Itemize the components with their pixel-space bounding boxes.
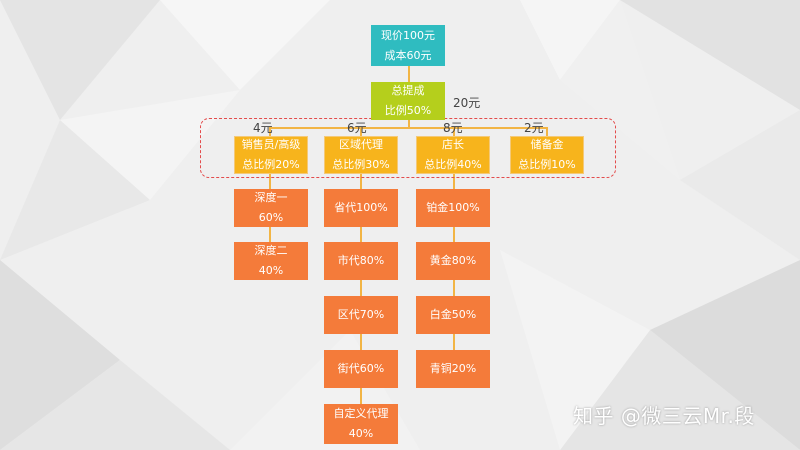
reserve-fund-ratio: 总比例10% xyxy=(518,158,576,171)
street-agent-box: 街代60% xyxy=(324,350,398,388)
connector-to-sales xyxy=(269,127,271,136)
connector-agent-column xyxy=(360,174,362,406)
connector-to-reserve xyxy=(546,127,548,136)
cost-text: 成本60元 xyxy=(384,48,432,62)
district-agent-label: 区代70% xyxy=(337,308,385,321)
sales-amount-label: 4元 xyxy=(253,121,273,135)
gold-level-box: 黄金80% xyxy=(416,242,490,280)
custom-agent-box: 自定义代理 40% xyxy=(324,404,398,444)
connector-to-manager xyxy=(453,127,455,136)
total-commission-box: 总提成 比例50% xyxy=(371,82,445,120)
street-agent-label: 街代60% xyxy=(337,362,385,375)
manager-amount-label: 8元 xyxy=(443,121,463,135)
regional-agent-box: 区域代理 总比例30% xyxy=(324,136,398,174)
white-gold-box: 白金50% xyxy=(416,296,490,334)
bronze-label: 青铜20% xyxy=(429,362,477,375)
store-manager-ratio: 总比例40% xyxy=(424,158,482,171)
city-agent-label: 市代80% xyxy=(337,254,385,267)
depth-two-ratio: 40% xyxy=(258,264,284,277)
province-agent-box: 省代100% xyxy=(324,189,398,227)
gold-level-label: 黄金80% xyxy=(429,254,477,267)
watermark-text: 知乎 @微三云Mr.段 xyxy=(573,404,755,428)
depth-one-box: 深度一 60% xyxy=(234,189,308,227)
regional-agent-ratio: 总比例30% xyxy=(332,158,390,171)
platinum-label: 铂金100% xyxy=(426,201,480,214)
district-agent-box: 区代70% xyxy=(324,296,398,334)
custom-agent-ratio: 40% xyxy=(348,427,374,440)
platinum-box: 铂金100% xyxy=(416,189,490,227)
price-text: 现价100元 xyxy=(381,28,435,42)
regional-agent-title: 区域代理 xyxy=(339,138,383,151)
commission-title: 总提成 xyxy=(391,84,425,97)
custom-agent-title: 自定义代理 xyxy=(333,407,389,420)
depth-one-ratio: 60% xyxy=(258,211,284,224)
sales-staff-box: 销售员/高级 总比例20% xyxy=(234,136,308,174)
depth-one-title: 深度一 xyxy=(254,191,288,204)
commission-ratio: 比例50% xyxy=(384,104,432,117)
connector-root-to-commission xyxy=(408,65,410,82)
connector-to-agent xyxy=(360,127,362,136)
price-cost-box: 现价100元 成本60元 xyxy=(371,25,445,66)
store-manager-box: 店长 总比例40% xyxy=(416,136,490,174)
province-agent-label: 省代100% xyxy=(334,201,388,214)
depth-two-box: 深度二 40% xyxy=(234,242,308,280)
store-manager-title: 店长 xyxy=(442,138,464,151)
agent-amount-label: 6元 xyxy=(347,121,367,135)
commission-amount-label: 20元 xyxy=(453,96,481,110)
city-agent-box: 市代80% xyxy=(324,242,398,280)
sales-staff-ratio: 总比例20% xyxy=(242,158,300,171)
reserve-amount-label: 2元 xyxy=(524,121,544,135)
white-gold-label: 白金50% xyxy=(429,308,477,321)
bronze-box: 青铜20% xyxy=(416,350,490,388)
depth-two-title: 深度二 xyxy=(254,244,288,257)
connector-horizontal-bus xyxy=(270,127,548,129)
reserve-fund-title: 储备金 xyxy=(530,138,564,151)
reserve-fund-box: 储备金 总比例10% xyxy=(510,136,584,174)
sales-staff-title: 销售员/高级 xyxy=(241,138,301,151)
connector-commission-to-tier xyxy=(408,120,410,128)
